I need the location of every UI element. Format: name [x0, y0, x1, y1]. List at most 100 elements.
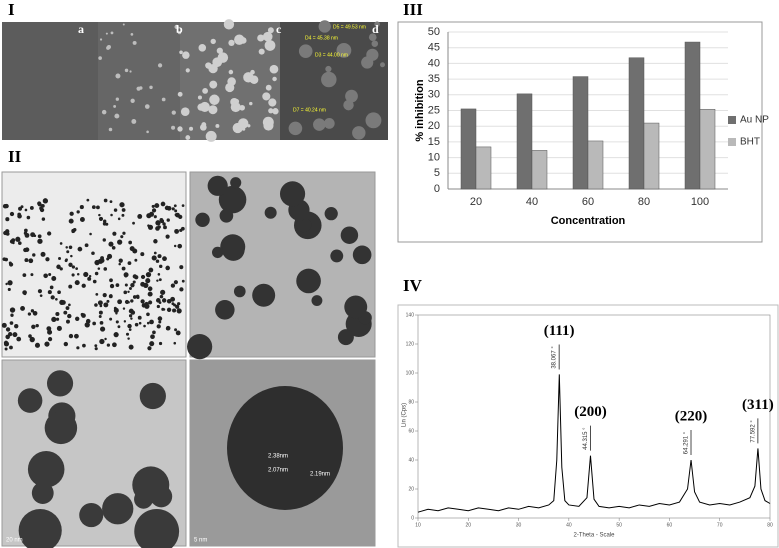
tem-particle — [71, 265, 76, 269]
sem-particle — [130, 33, 134, 36]
tem-particle — [102, 292, 107, 298]
panel-label: III — [403, 0, 423, 19]
sem-particle — [131, 119, 137, 124]
tem-particle — [9, 211, 15, 217]
bar — [643, 122, 660, 190]
sem-particle — [361, 56, 374, 69]
sem-particle — [114, 113, 120, 119]
tem-particle — [171, 207, 175, 211]
tem-particle — [149, 319, 154, 325]
sem-particle — [228, 69, 234, 75]
sem-particle — [205, 130, 217, 142]
tem-particle — [117, 299, 123, 305]
tem-particle — [27, 450, 65, 488]
tem-particle — [43, 273, 48, 279]
tem-particle — [148, 300, 153, 305]
sem-particle — [313, 118, 326, 131]
bar — [531, 150, 548, 190]
y-tick-label: 45 — [428, 42, 440, 54]
tem-particle — [144, 303, 150, 309]
y-tick-label: 0 — [411, 515, 414, 521]
tem-particle — [155, 220, 161, 226]
panel-label: I — [8, 0, 15, 19]
sem-particle — [202, 87, 209, 94]
tem-particle — [177, 243, 183, 249]
tem-particle — [173, 204, 177, 208]
tem-particle — [176, 308, 182, 314]
sem-particle — [216, 47, 223, 54]
sem-particle — [272, 108, 279, 115]
tem-particle — [175, 304, 180, 309]
y-axis-label: % inhibition — [414, 79, 426, 142]
tem-particle — [46, 370, 74, 397]
y-axis-label: Lin (Cps) — [402, 403, 408, 427]
line — [417, 374, 771, 513]
tem-particle — [340, 226, 359, 244]
tem-particle — [166, 307, 172, 312]
tem-particle — [117, 239, 123, 245]
tem-particle — [18, 241, 22, 245]
tem-particle — [170, 296, 176, 302]
sem-particle — [234, 34, 245, 45]
sem-particle — [171, 125, 176, 130]
tem-particle — [65, 306, 70, 310]
sem-particle — [336, 42, 352, 58]
sem-particle — [321, 71, 337, 88]
sem-particle — [380, 62, 385, 68]
tem-particle — [121, 208, 126, 212]
tem-particle — [121, 213, 125, 217]
tem-particle — [120, 235, 124, 239]
tem-particle — [344, 295, 368, 319]
tem-particle — [96, 205, 100, 210]
tem-particle — [174, 228, 180, 234]
tem-particle — [108, 241, 114, 247]
tem-particle — [128, 240, 133, 245]
tem-particle — [140, 274, 146, 280]
sem-particle — [209, 94, 220, 105]
tem-particle — [151, 208, 157, 213]
tem-particle — [179, 287, 184, 292]
tem-particle — [55, 317, 60, 321]
sem-particle — [113, 104, 117, 108]
sem-particle — [267, 27, 274, 34]
tem-particle — [140, 299, 145, 304]
tem-particle — [279, 181, 306, 207]
tem-particle — [32, 253, 36, 257]
chart-frame — [397, 304, 779, 548]
y-tick-label: 10 — [428, 152, 440, 164]
tem-particle — [30, 309, 35, 313]
tem-particle — [173, 280, 178, 285]
tem-particle — [76, 346, 80, 350]
tem-particle — [79, 205, 84, 210]
tem-particle — [175, 330, 181, 336]
tem-particle — [153, 215, 157, 219]
tem-particle — [97, 300, 103, 306]
tem-particle — [68, 262, 73, 267]
sem-particle — [136, 86, 141, 91]
tem-particle — [31, 324, 36, 329]
tem-particle — [100, 326, 106, 332]
tem-particle — [56, 325, 62, 331]
sem-particle — [105, 32, 108, 35]
legend-label: BHT — [740, 137, 760, 148]
tem-particle — [63, 310, 68, 315]
sem-particle — [198, 44, 207, 52]
sem-particle — [298, 44, 313, 58]
tem-particle — [218, 185, 247, 214]
tem-particle — [162, 308, 166, 311]
tem-particle — [128, 308, 134, 314]
tem-particle — [109, 278, 113, 283]
tem-particle — [27, 312, 32, 316]
tem-particle — [122, 307, 126, 310]
tem-particle — [35, 323, 39, 328]
sem-particle — [262, 31, 273, 42]
tem-particle — [31, 482, 54, 504]
sem-particle — [249, 101, 253, 106]
tem-particle — [109, 283, 115, 289]
tem-particle — [233, 285, 246, 298]
tem-particle — [104, 337, 107, 341]
sublabel: c — [276, 22, 282, 36]
tem-particle — [174, 209, 178, 213]
tem-particle — [98, 315, 102, 318]
sem-particle — [215, 123, 220, 128]
